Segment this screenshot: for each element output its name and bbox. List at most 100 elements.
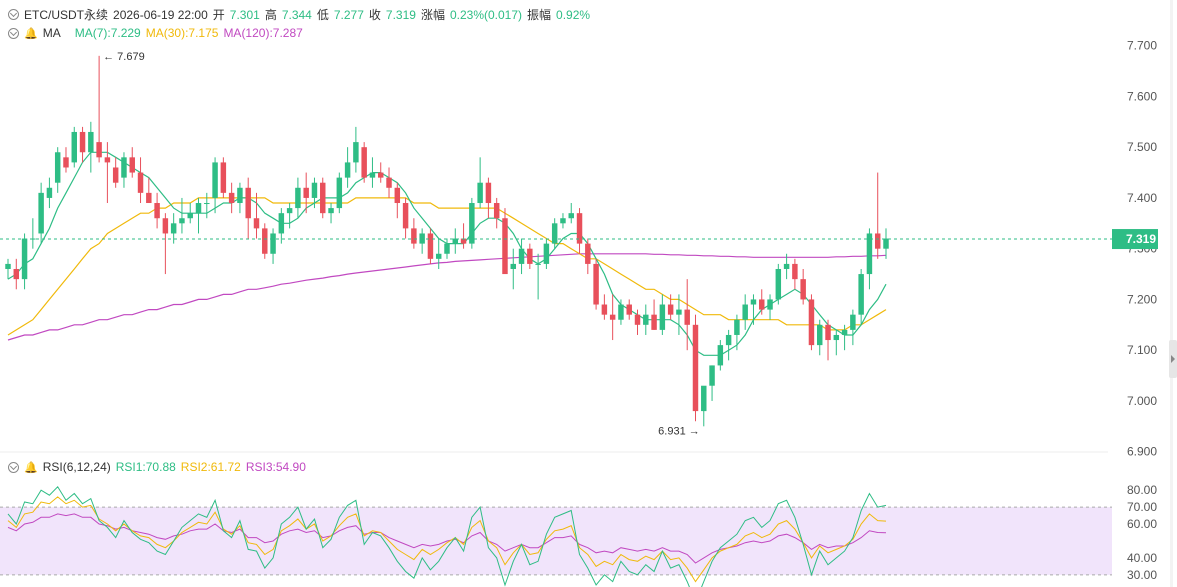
candle: [212, 157, 218, 214]
candle: [725, 329, 732, 361]
candle-body: [402, 203, 409, 229]
candle: [477, 157, 483, 209]
rsi-panel: [0, 485, 1112, 587]
candle: [286, 203, 293, 229]
bell-icon[interactable]: 🔔: [24, 461, 38, 474]
candle: [303, 172, 309, 214]
candle: [320, 177, 326, 219]
candle-body: [701, 385, 707, 412]
candle: [270, 228, 276, 264]
extreme-markers: ← 7.679 6.931 →: [103, 51, 700, 437]
candle: [13, 258, 20, 290]
candle: [170, 213, 177, 244]
candle: [858, 268, 864, 325]
candle: [344, 147, 351, 188]
candle: [187, 203, 193, 224]
candle-body: [38, 192, 44, 234]
candle-body: [692, 324, 699, 412]
candle: [643, 304, 649, 335]
candle: [386, 167, 392, 198]
candle-body: [79, 131, 86, 153]
candle-body: [485, 182, 492, 204]
candle: [444, 238, 450, 259]
candle: [841, 324, 848, 351]
candle-body: [634, 314, 641, 325]
ma30-line: [7, 197, 887, 336]
candle: [146, 177, 152, 204]
vertical-scrollbar[interactable]: [1170, 0, 1173, 587]
candle-body: [742, 304, 748, 320]
rsi-tick-label: 80.00: [1127, 483, 1157, 497]
candle: [775, 263, 782, 305]
candle: [833, 329, 840, 356]
candle: [88, 121, 94, 173]
candle: [676, 294, 682, 335]
candle-body: [841, 329, 848, 335]
candle: [493, 197, 500, 229]
candle: [63, 147, 69, 173]
amplitude-label: 振幅: [527, 8, 552, 22]
candle-body: [121, 157, 127, 178]
candle-body: [510, 263, 516, 269]
collapse-toggle-icon[interactable]: [8, 461, 19, 473]
candle-body: [162, 218, 169, 234]
price-tick-label: 7.200: [1127, 292, 1157, 306]
candle-body: [858, 274, 864, 315]
candle-body: [386, 177, 392, 188]
candle-body: [833, 334, 840, 341]
candle: [684, 279, 690, 351]
candle: [560, 213, 566, 229]
candle-body: [585, 243, 591, 264]
candle: [460, 223, 467, 249]
candle-body: [493, 203, 500, 219]
bell-icon[interactable]: 🔔: [24, 27, 38, 40]
rsi3-legend: RSI3:54.90: [245, 460, 306, 474]
candle: [71, 126, 77, 168]
candle-body: [850, 314, 856, 330]
candle-body: [767, 299, 773, 310]
candle: [21, 233, 28, 290]
candle-body: [187, 213, 193, 219]
candle-body: [170, 223, 177, 234]
candle-body: [601, 304, 608, 315]
candle: [121, 152, 127, 188]
candle-body: [444, 243, 450, 254]
candle: [626, 299, 632, 320]
candle: [162, 213, 169, 275]
rsi-band: [0, 507, 1112, 575]
candle-body: [676, 309, 682, 315]
candle-body: [551, 223, 558, 244]
candle-body: [734, 319, 740, 335]
candle: [585, 238, 591, 275]
candle-body: [725, 334, 732, 346]
rsi-legend: 🔔 RSI(6,12,24) RSI1:70.88 RSI2:61.72 RSI…: [8, 460, 311, 474]
close-label: 收: [368, 8, 381, 22]
candle: [129, 147, 135, 178]
candle: [750, 294, 757, 325]
candle-body: [344, 162, 351, 178]
ohlc-header: ETC/USDT永续 2026-06-19 22:00 开 7.301 高 7.34…: [8, 6, 595, 23]
collapse-toggle-icon[interactable]: [8, 27, 19, 39]
candles[interactable]: [5, 55, 889, 427]
candle-body: [394, 187, 401, 204]
collapse-toggle-icon[interactable]: [8, 9, 19, 20]
candle-body: [568, 213, 574, 219]
candle: [502, 208, 508, 275]
candle: [667, 294, 674, 320]
change-value: 0.23%(0.017): [449, 7, 523, 22]
candle-body: [179, 218, 185, 224]
candle-body: [104, 157, 111, 163]
candle-body: [543, 243, 550, 264]
amplitude-value: 0.92%: [556, 7, 591, 22]
candle: [361, 142, 367, 183]
candle-body: [750, 299, 757, 305]
expand-panel-icon[interactable]: [1169, 340, 1177, 378]
candle: [518, 238, 525, 275]
candle: [535, 253, 541, 300]
candle: [328, 203, 334, 224]
candle-body: [54, 152, 61, 183]
low-label: 低: [316, 8, 329, 22]
candle: [38, 182, 44, 244]
candle-body: [88, 131, 94, 153]
